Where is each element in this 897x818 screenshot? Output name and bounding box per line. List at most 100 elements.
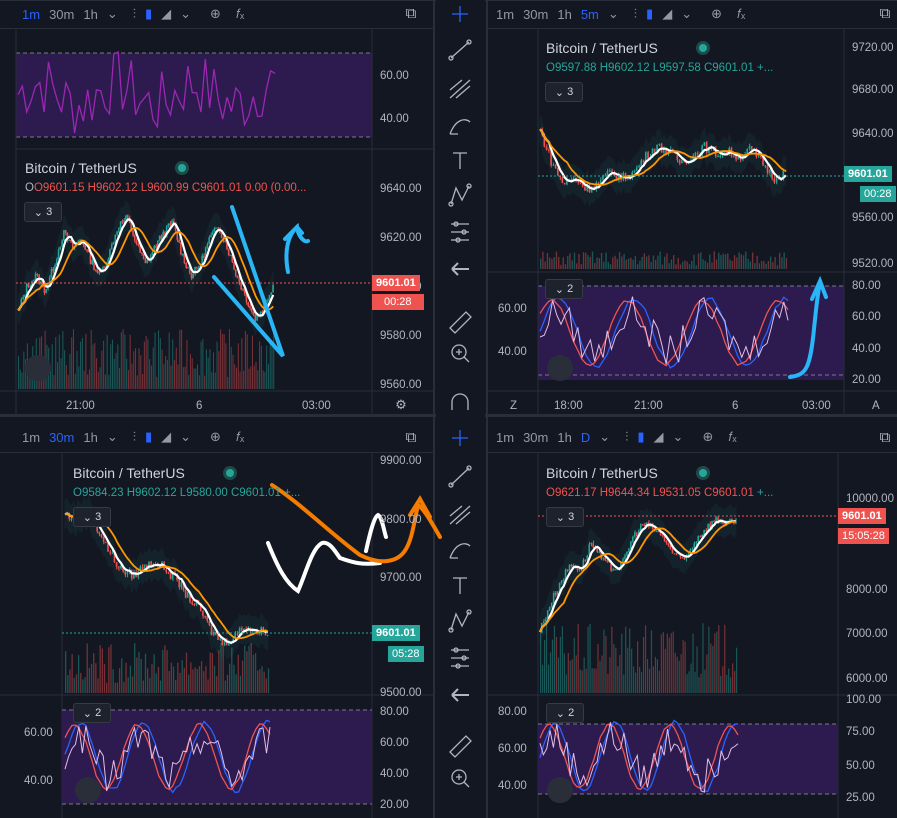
tl-indicators-toggle[interactable]: ⌄ 3 bbox=[24, 202, 62, 222]
pattern-icon[interactable] bbox=[448, 183, 472, 207]
candle-style-icon[interactable]: ▮ bbox=[646, 6, 654, 21]
tv-logo-icon[interactable] bbox=[547, 777, 573, 803]
candle-body bbox=[561, 177, 564, 183]
bl-chart[interactable]: 9900.00 9800.00 9700.00 9500.00 80.00 60… bbox=[0, 453, 442, 818]
tl-interval-1m[interactable]: 1m bbox=[22, 6, 41, 22]
tv-logo-icon[interactable] bbox=[75, 777, 101, 803]
bl-user-drawings[interactable] bbox=[266, 483, 442, 594]
br-interval-30m[interactable]: 30m bbox=[523, 429, 549, 445]
candle-style-icon[interactable]: ▮ bbox=[637, 429, 645, 444]
candle-style-icon[interactable]: ▮ bbox=[144, 6, 153, 21]
zoom-in-icon-2[interactable] bbox=[451, 769, 470, 788]
bl-expand-icon[interactable]: ⧉ bbox=[405, 428, 417, 446]
chevron-down-icon[interactable]: ⌄ bbox=[681, 6, 693, 21]
tr-interval-30m[interactable]: 30m bbox=[523, 6, 549, 22]
text-icon-2[interactable] bbox=[453, 577, 467, 594]
bar-style-icon[interactable]: ⫶ bbox=[625, 429, 629, 444]
fx-icon[interactable]: 𝑓ₓ bbox=[235, 6, 245, 21]
br-chart[interactable]: 10000.00 8000.00 7000.00 6000.00 100.00 … bbox=[488, 453, 897, 818]
tv-logo-icon[interactable] bbox=[25, 355, 51, 381]
ruler-icon[interactable] bbox=[449, 311, 472, 334]
bl-osc-toggle[interactable]: ⌄ 2 bbox=[73, 703, 111, 723]
br-interval-1h[interactable]: 1h bbox=[557, 429, 572, 445]
tl-expand-icon[interactable]: ⧉ bbox=[405, 4, 417, 22]
ruler-icon-2[interactable] bbox=[449, 735, 472, 758]
tl-user-drawings[interactable] bbox=[212, 205, 310, 358]
bl-axis-tick: 9900.00 bbox=[380, 455, 422, 467]
area-style-icon[interactable]: ◢ bbox=[653, 429, 664, 444]
add-indicator-icon[interactable]: ⊕ bbox=[711, 6, 723, 21]
trendline-icon-2[interactable] bbox=[448, 465, 472, 488]
vertical-divider-right[interactable] bbox=[486, 0, 488, 818]
chevron-down-icon[interactable]: ⌄ bbox=[607, 6, 619, 21]
back-arrow-icon[interactable] bbox=[451, 262, 469, 276]
area-style-icon[interactable]: ◢ bbox=[161, 6, 172, 21]
tv-logo-icon[interactable] bbox=[547, 355, 573, 381]
tr-indicators-toggle[interactable]: ⌄ 3 bbox=[545, 82, 583, 102]
text-icon[interactable] bbox=[453, 152, 467, 169]
tl-interval-1h[interactable]: 1h bbox=[83, 6, 98, 22]
zoom-in-icon[interactable] bbox=[451, 344, 470, 363]
bar-style-icon[interactable]: ⫶ bbox=[132, 6, 136, 21]
chevron-down-icon[interactable]: ⌄ bbox=[106, 429, 118, 444]
vertical-divider-left[interactable] bbox=[433, 0, 435, 818]
br-interval-1m[interactable]: 1m bbox=[496, 429, 515, 445]
tr-footer-right[interactable]: A bbox=[872, 400, 880, 412]
chevron-down-icon[interactable]: ⌄ bbox=[106, 6, 118, 21]
tr-user-drawing-arrow[interactable] bbox=[788, 275, 828, 379]
volume-bar bbox=[712, 646, 714, 693]
prediction-icon[interactable] bbox=[451, 221, 469, 243]
fib-icon-2[interactable] bbox=[449, 505, 471, 525]
tr-osc-toggle[interactable]: ⌄ 2 bbox=[545, 279, 583, 299]
tr-chart[interactable]: 9720.00 9680.00 9640.00 9560.00 9520.00 … bbox=[488, 29, 897, 415]
candle-style-icon[interactable]: ▮ bbox=[144, 429, 153, 444]
tr-interval-1h[interactable]: 1h bbox=[557, 6, 572, 22]
volume-bar bbox=[223, 334, 225, 389]
tr-symbol-title[interactable]: Bitcoin / TetherUS bbox=[546, 40, 658, 56]
tr-expand-icon[interactable]: ⧉ bbox=[879, 4, 891, 22]
bl-interval-1m[interactable]: 1m bbox=[22, 429, 41, 445]
tr-ohlc: O9597.88 H9602.12 L9597.58 C9601.01 +... bbox=[546, 62, 773, 74]
br-expand-icon[interactable]: ⧉ bbox=[879, 428, 891, 446]
back-arrow-icon-2[interactable] bbox=[451, 688, 469, 702]
tl-symbol-title[interactable]: Bitcoin / TetherUS bbox=[25, 160, 137, 176]
fx-icon[interactable]: 𝑓ₓ bbox=[235, 429, 245, 444]
br-symbol-title[interactable]: Bitcoin / TetherUS bbox=[546, 465, 658, 481]
add-indicator-icon[interactable]: ⊕ bbox=[702, 429, 714, 444]
prediction-icon-2[interactable] bbox=[451, 647, 469, 669]
pattern-icon-2[interactable] bbox=[448, 609, 472, 633]
bl-interval-30m[interactable]: 30m bbox=[49, 429, 75, 445]
chevron-down-icon[interactable]: ⌄ bbox=[599, 429, 611, 444]
tl-chart[interactable]: 60.00 40.00 9640.00 9620.00 9600.00 9580… bbox=[0, 29, 433, 415]
bar-style-icon[interactable]: ⫶ bbox=[633, 6, 638, 21]
bl-symbol-title[interactable]: Bitcoin / TetherUS bbox=[73, 465, 185, 481]
trendline-icon[interactable] bbox=[448, 39, 472, 61]
magnet-icon[interactable] bbox=[451, 393, 469, 410]
add-indicator-icon[interactable]: ⊕ bbox=[210, 429, 221, 444]
area-style-icon[interactable]: ◢ bbox=[161, 429, 172, 444]
candle-body bbox=[70, 518, 72, 520]
bl-indicators-toggle[interactable]: ⌄ 3 bbox=[73, 507, 111, 527]
br-interval-D[interactable]: D bbox=[580, 429, 591, 445]
tl-interval-30m[interactable]: 30m bbox=[49, 6, 75, 22]
crosshair-icon-2[interactable] bbox=[452, 430, 468, 446]
fib-icon[interactable] bbox=[449, 79, 471, 99]
add-indicator-icon[interactable]: ⊕ bbox=[210, 6, 221, 21]
tl-settings-gear-icon[interactable]: ⚙ bbox=[395, 397, 407, 412]
brush-icon-2[interactable] bbox=[449, 543, 471, 559]
fx-icon[interactable]: 𝑓ₓ bbox=[728, 429, 737, 444]
tr-interval-5m[interactable]: 5m bbox=[580, 6, 599, 22]
bar-style-icon[interactable]: ⫶ bbox=[132, 429, 136, 444]
fx-icon[interactable]: 𝑓ₓ bbox=[737, 6, 746, 21]
br-osc-toggle[interactable]: ⌄ 2 bbox=[546, 703, 584, 723]
chevron-down-icon[interactable]: ⌄ bbox=[180, 429, 192, 444]
chevron-down-icon[interactable]: ⌄ bbox=[672, 429, 684, 444]
chevron-down-icon[interactable]: ⌄ bbox=[180, 6, 192, 21]
crosshair-icon[interactable] bbox=[452, 6, 468, 22]
bl-interval-1h[interactable]: 1h bbox=[83, 429, 98, 445]
brush-icon[interactable] bbox=[449, 119, 471, 135]
area-style-icon[interactable]: ◢ bbox=[662, 6, 673, 21]
tr-footer-left[interactable]: Z bbox=[510, 400, 517, 412]
tr-interval-1m[interactable]: 1m bbox=[496, 6, 515, 22]
br-indicators-toggle[interactable]: ⌄ 3 bbox=[546, 507, 584, 527]
